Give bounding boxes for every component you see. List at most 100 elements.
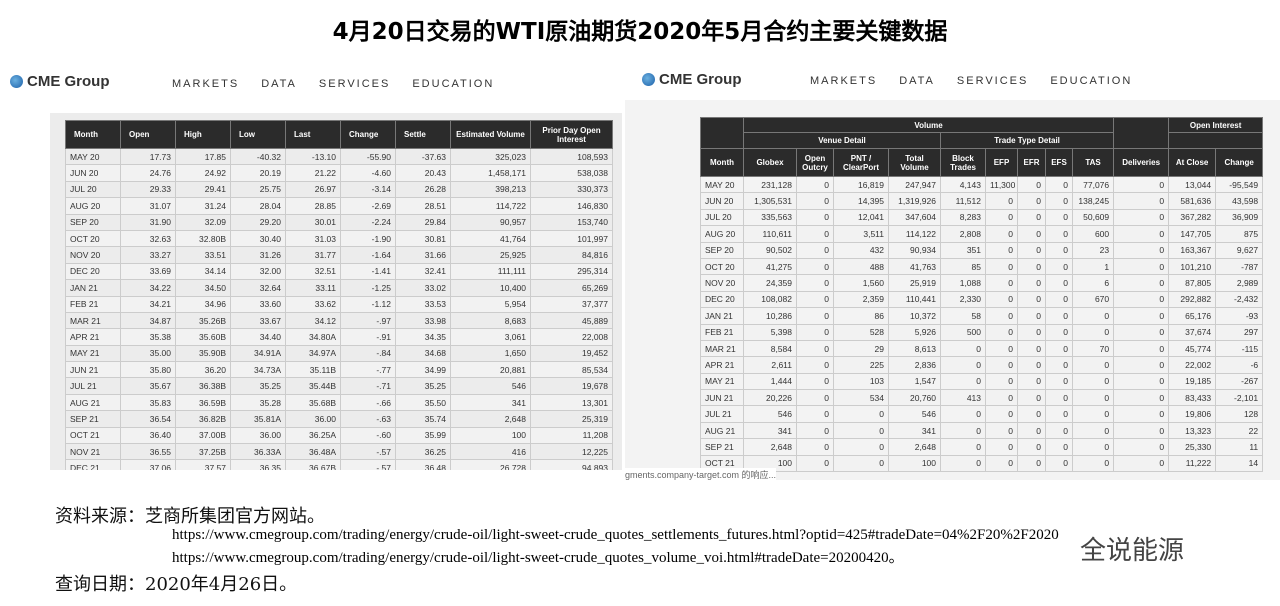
cell: 0: [985, 438, 1018, 456]
cell: -13.10: [285, 147, 341, 166]
group-header: Volume: [742, 117, 1115, 133]
cell: 0: [1113, 323, 1170, 341]
cell: -115: [1215, 339, 1263, 358]
cell: 83,433: [1168, 389, 1217, 407]
month-cell: NOV 20: [65, 246, 121, 264]
cell: 58: [940, 307, 986, 325]
cell: 36.00: [230, 426, 286, 445]
cell: 35.80: [120, 361, 176, 379]
cell: 9,627: [1215, 241, 1263, 259]
cell: 1,458,171: [450, 164, 531, 182]
cell: 0: [1045, 339, 1073, 358]
cell: 35.81A: [230, 410, 286, 428]
table-row: DEC 20 33.69 34.14 32.00 32.51 -1.41 32.41 111,…: [65, 262, 613, 281]
cell: 2,808: [940, 225, 986, 243]
cell: 84,816: [530, 246, 613, 264]
cell: 8,283: [940, 208, 986, 227]
cell: 100: [888, 454, 941, 473]
cell: 31.90: [120, 213, 176, 231]
cell: -.97: [340, 311, 396, 330]
cell: 0: [1045, 208, 1073, 227]
header-row: Volume Open Interest: [700, 117, 1263, 149]
cell: 0: [796, 372, 834, 391]
cell: 0: [796, 307, 834, 325]
table-row: NOV 21 36.55 37.25B 36.33A 36.48A -.57 36.25 41…: [65, 443, 613, 461]
cell: 0: [796, 257, 834, 276]
cell: 0: [1045, 307, 1073, 325]
cell: 77,076: [1071, 175, 1115, 194]
column-header: Total Volume: [888, 148, 941, 177]
cell: 247,947: [888, 175, 941, 194]
month-cell: NOV 21: [65, 443, 121, 461]
cell: 28.04: [230, 197, 286, 215]
cell: 1,560: [833, 274, 889, 292]
cell: 0: [1113, 421, 1170, 440]
cell: 17.85: [175, 147, 231, 166]
table-row: APR 21 35.38 35.60B 34.40 34.80A -.91 34.35 3,0…: [65, 328, 613, 346]
cell: 0: [796, 192, 834, 210]
cell: 534: [833, 389, 889, 407]
cell: 35.60B: [175, 328, 231, 346]
cell: 34.91A: [230, 344, 286, 363]
cell: 36.33A: [230, 443, 286, 461]
cell: 10,372: [888, 307, 941, 325]
cell: 22: [1215, 421, 1263, 440]
cell: 0: [985, 241, 1018, 259]
cell: 70: [1071, 339, 1115, 358]
cell: 0: [1017, 274, 1046, 292]
cell: 11,208: [530, 426, 613, 445]
cell: 2,330: [940, 290, 986, 309]
source-url: https://www.cmegroup.com/trading/energy/…: [172, 527, 1059, 543]
cell: 29.41: [175, 180, 231, 199]
right-nav: MARKETS DATA SERVICES EDUCATION: [810, 75, 1132, 87]
table-row: JUL 21 35.67 36.38B 35.25 35.44B -.71 35.25 546…: [65, 377, 613, 395]
cell: 2,611: [743, 356, 797, 374]
month-cell: JUN 20: [700, 192, 744, 210]
cell: 36.38B: [175, 377, 231, 395]
cell: 5,398: [743, 323, 797, 341]
cell: 0: [1017, 389, 1046, 407]
cell: 10,286: [743, 307, 797, 325]
table-row: JUN 21 20,226 0 534 20,760 413 0 0 0 0 0 83,433 -2,1…: [700, 389, 1263, 407]
cell: 225: [833, 356, 889, 374]
cell: 35.38: [120, 328, 176, 346]
cell: 34.14: [175, 262, 231, 281]
cell: 0: [1045, 192, 1073, 210]
column-header: EFP: [985, 148, 1018, 177]
cell: 0: [940, 372, 986, 391]
column-header: High: [175, 120, 231, 149]
cell: 0: [796, 323, 834, 341]
cell: 30.40: [230, 229, 286, 248]
cell: 8,613: [888, 339, 941, 358]
table-row: OCT 21 100 0 0 100 0 0 0 0 0 0 11,222 14: [700, 454, 1263, 473]
table-row: MAR 21 8,584 0 29 8,613 0 0 0 0 70 0 45,774 -115: [700, 339, 1263, 358]
table-row: JUN 21 35.80 36.20 34.73A 35.11B -.77 34.99 20,…: [65, 361, 613, 379]
cell: 1,305,531: [743, 192, 797, 210]
cell: 26.97: [285, 180, 341, 199]
cell: 0: [1113, 208, 1170, 227]
cell: 2,648: [888, 438, 941, 456]
cell: 16,819: [833, 175, 889, 194]
cell: 37.06: [120, 459, 176, 470]
column-header: EFS: [1045, 148, 1073, 177]
month-cell: JUL 20: [700, 208, 744, 227]
cell: 0: [1071, 323, 1115, 341]
cell: 65,176: [1168, 307, 1217, 325]
cell: 0: [1113, 274, 1170, 292]
cell: 28.51: [395, 197, 451, 215]
cell: 0: [985, 454, 1018, 473]
cell: 41,763: [888, 257, 941, 276]
cell: 32.64: [230, 279, 286, 297]
cell: 41,764: [450, 229, 531, 248]
cell: 50,609: [1071, 208, 1115, 227]
cell: 34.80A: [285, 328, 341, 346]
group-header: Open Interest: [1168, 117, 1263, 133]
cell: 32.51: [285, 262, 341, 281]
cell: 546: [450, 377, 531, 395]
cell: 26,728: [450, 459, 531, 470]
cell: 538,038: [530, 164, 613, 182]
month-cell: AUG 21: [700, 421, 744, 440]
cell: 0: [985, 257, 1018, 276]
cell: 22,002: [1168, 356, 1217, 374]
cell: 0: [1045, 257, 1073, 276]
